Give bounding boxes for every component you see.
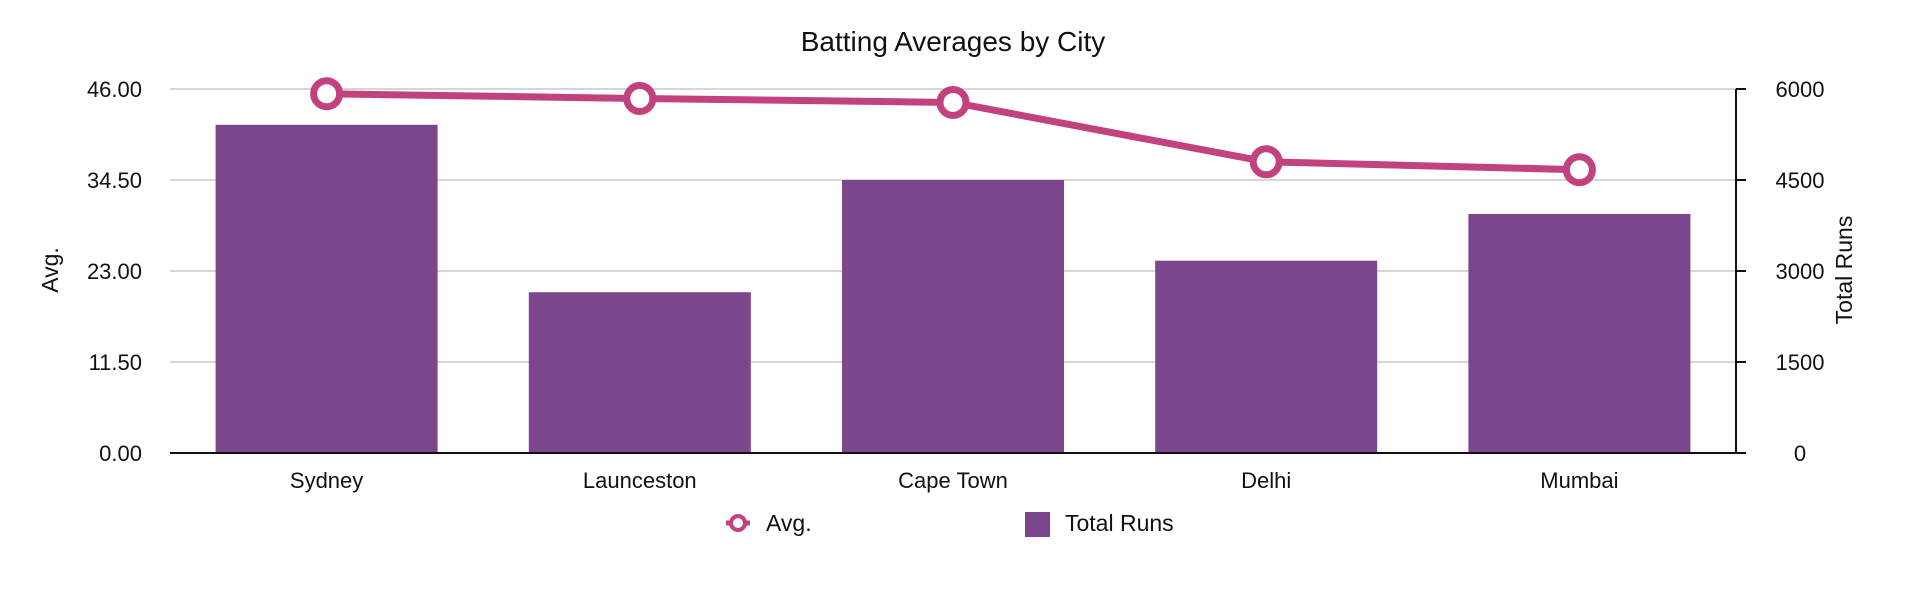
left-tick-label: 46.00	[87, 77, 142, 102]
bar-launceston	[528, 292, 751, 453]
right-tick-label: 3000	[1776, 259, 1825, 284]
category-label: Sydney	[290, 468, 363, 493]
bar-sydney	[215, 124, 438, 453]
left-axis-label: Avg.	[37, 247, 63, 293]
avg-point-sydney	[310, 77, 344, 111]
category-label: Delhi	[1241, 468, 1291, 493]
category-label: Cape Town	[898, 468, 1008, 493]
avg-point-mumbai	[1562, 153, 1596, 187]
avg-point-launceston	[623, 81, 657, 115]
bar-series	[215, 124, 1691, 453]
right-tick-label: 6000	[1776, 77, 1825, 102]
legend-item-total-runs: Total Runs	[1025, 510, 1174, 537]
category-labels: Sydney Launceston Cape Town Delhi Mumbai	[290, 468, 1619, 493]
bar-delhi	[1155, 260, 1378, 453]
chart-title: Batting Averages by City	[801, 26, 1106, 57]
avg-point-cape-town	[936, 85, 970, 119]
category-label: Launceston	[583, 468, 697, 493]
legend-label-total-runs: Total Runs	[1065, 510, 1174, 536]
legend: Avg. Total Runs	[726, 510, 1174, 537]
right-axis-ticks: 0 1500 3000 4500 6000	[1776, 77, 1825, 466]
left-tick-label: 34.50	[87, 168, 142, 193]
line-series	[310, 77, 1596, 187]
axes	[170, 88, 1746, 454]
left-tick-label: 11.50	[89, 350, 142, 375]
left-tick-label: 0.00	[99, 441, 142, 466]
legend-square-marker	[1025, 512, 1050, 537]
bar-cape-town	[842, 180, 1064, 453]
right-tick-label: 1500	[1776, 350, 1825, 375]
left-axis-ticks: 0.00 11.50 23.00 34.50 46.00	[87, 77, 142, 466]
category-label: Mumbai	[1540, 468, 1618, 493]
right-tick-label: 4500	[1776, 168, 1825, 193]
legend-label-avg: Avg.	[766, 510, 812, 536]
right-tick-label: 0	[1794, 441, 1806, 466]
left-tick-label: 23.00	[87, 259, 142, 284]
avg-point-delhi	[1249, 145, 1283, 179]
right-axis-label: Total Runs	[1831, 216, 1857, 325]
bar-mumbai	[1468, 213, 1691, 453]
legend-circle-marker	[729, 514, 747, 532]
legend-item-avg: Avg.	[726, 510, 812, 536]
